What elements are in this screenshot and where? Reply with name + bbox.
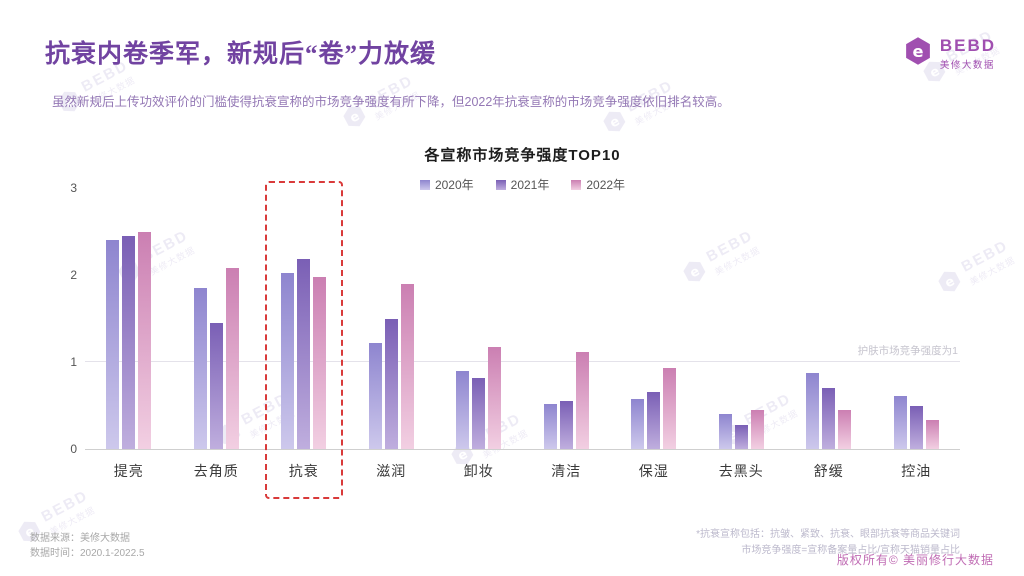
svg-text:e: e bbox=[607, 113, 622, 130]
copyright: 版权所有© 美丽修行大数据 bbox=[836, 553, 994, 567]
bar-2020年-滋润 bbox=[368, 342, 382, 449]
bar-group-抗衰 bbox=[260, 181, 348, 499]
bar-groups bbox=[85, 181, 961, 499]
legend-swatch bbox=[419, 179, 430, 190]
x-axis-label-控油: 控油 bbox=[901, 463, 932, 479]
footnote-line: 市场竞争强度=宣称备案量占比/宣称天猫销量占比 bbox=[741, 544, 960, 556]
bar-2021年-去黑头 bbox=[734, 424, 748, 449]
data-period: 数据时间：2020.1-2022.5 bbox=[30, 548, 145, 559]
bar-group-保湿 bbox=[610, 188, 698, 449]
bar-2021年-去角质 bbox=[209, 322, 223, 449]
bebd-hexagon-icon: e bbox=[903, 36, 933, 71]
reference-line-label: 护肤市场竞争强度为1 bbox=[857, 345, 958, 358]
x-axis-labels: 提亮 去角质 抗衰 滋润 卸妆 清洁 保湿 去黑头 舒缓 控油 bbox=[85, 461, 960, 481]
legend-item-2022年: 2022年 bbox=[571, 176, 625, 193]
legend-item-2020年: 2020年 bbox=[419, 176, 474, 193]
x-axis-label-去黑头: 去黑头 bbox=[718, 463, 764, 479]
bar-2021年-舒缓 bbox=[822, 388, 836, 449]
bebd-logo: e BEBD 美修大数据 bbox=[903, 36, 996, 71]
legend-item-2021年: 2021年 bbox=[495, 176, 550, 193]
bar-2020年-保湿 bbox=[631, 399, 645, 449]
y-axis-tick-label: 0 bbox=[70, 442, 77, 456]
bar-2022年-提亮 bbox=[138, 231, 152, 449]
bar-2020年-卸妆 bbox=[456, 370, 470, 449]
bar-2020年-清洁 bbox=[543, 403, 557, 449]
footnote-line: *抗衰宣称包括：抗皱、紧致、抗衰、眼部抗衰等商品关键词 bbox=[696, 529, 960, 540]
bar-2022年-去黑头 bbox=[750, 409, 764, 449]
bar-2020年-舒缓 bbox=[806, 373, 820, 449]
bar-2021年-滋润 bbox=[384, 318, 398, 449]
legend-label: 2021年 bbox=[510, 178, 550, 192]
chart-footnotes: *抗衰宣称包括：抗皱、紧致、抗衰、眼部抗衰等商品关键词市场竞争强度=宣称备案量占… bbox=[696, 527, 960, 558]
bebd-logo-text-block: BEBD 美修大数据 bbox=[940, 37, 996, 71]
chart-legend: 2020年 2021年 2022年 bbox=[85, 176, 960, 193]
y-axis-tick-label: 2 bbox=[70, 268, 77, 282]
bar-2022年-控油 bbox=[925, 420, 939, 449]
watermark-subtext: 美修大数据 bbox=[968, 254, 1017, 288]
bar-2022年-保湿 bbox=[663, 368, 677, 449]
bar-2020年-提亮 bbox=[106, 240, 120, 449]
data-source: 数据来源：美修大数据 bbox=[30, 533, 130, 544]
bar-2020年-去角质 bbox=[193, 288, 207, 449]
bar-2022年-卸妆 bbox=[488, 347, 502, 449]
x-axis-label-滋润: 滋润 bbox=[376, 463, 407, 479]
bar-2022年-舒缓 bbox=[838, 409, 852, 449]
page-title: 抗衰内卷季军，新规后“卷”力放缓 bbox=[45, 41, 437, 68]
bar-2021年-提亮 bbox=[122, 235, 136, 449]
bar-group-提亮 bbox=[85, 188, 173, 449]
bar-group-去角质 bbox=[173, 188, 261, 449]
bar-group-卸妆 bbox=[435, 188, 523, 449]
svg-text:e: e bbox=[912, 42, 923, 61]
bar-2022年-滋润 bbox=[400, 283, 414, 449]
bar-2022年-去角质 bbox=[225, 268, 239, 449]
bar-group-滋润 bbox=[348, 188, 436, 449]
y-axis-tick-label: 1 bbox=[70, 355, 77, 369]
bar-2021年-抗衰 bbox=[297, 259, 311, 449]
x-axis-label-卸妆: 卸妆 bbox=[463, 463, 494, 479]
chart-plot-area: 0 1 2 3 护肤市场竞争强度为1 bbox=[70, 181, 961, 499]
x-axis-label-提亮: 提亮 bbox=[113, 463, 144, 479]
legend-swatch bbox=[571, 179, 582, 190]
bar-2020年-控油 bbox=[893, 395, 907, 449]
highlight-box bbox=[264, 181, 343, 499]
x-axis-label-清洁: 清洁 bbox=[551, 463, 582, 479]
x-axis-label-舒缓: 舒缓 bbox=[813, 463, 844, 479]
bar-group-去黑头 bbox=[698, 188, 786, 449]
legend-swatch bbox=[495, 179, 506, 190]
bar-2021年-控油 bbox=[909, 405, 923, 449]
bar-group-控油 bbox=[873, 188, 961, 449]
legend-label: 2020年 bbox=[434, 178, 474, 192]
x-axis-label-去角质: 去角质 bbox=[193, 463, 239, 479]
bar-2020年-抗衰 bbox=[281, 273, 295, 449]
bar-2021年-清洁 bbox=[559, 401, 573, 449]
bar-2022年-抗衰 bbox=[313, 276, 327, 449]
data-source-block: 数据来源：美修大数据 数据时间：2020.1-2022.5 bbox=[30, 531, 145, 561]
bar-group-舒缓 bbox=[785, 188, 873, 449]
bebd-logo-text: BEBD bbox=[939, 35, 996, 55]
chart-title: 各宣称市场竞争强度TOP10 bbox=[424, 147, 621, 164]
bar-2022年-清洁 bbox=[575, 351, 589, 449]
bar-2021年-卸妆 bbox=[472, 377, 486, 449]
watermark-text: BEBD bbox=[38, 486, 92, 526]
x-axis-label-抗衰: 抗衰 bbox=[288, 463, 319, 479]
x-axis-label-保湿: 保湿 bbox=[638, 463, 669, 479]
bar-group-清洁 bbox=[523, 188, 611, 449]
bar-2020年-去黑头 bbox=[718, 414, 732, 449]
legend-label: 2022年 bbox=[586, 178, 626, 192]
watermark-text: BEBD bbox=[958, 236, 1012, 276]
page-subtitle: 虽然新规后上传功效评价的门槛使得抗衰宣称的市场竞争强度有所下降，但2022年抗衰… bbox=[52, 95, 730, 109]
reference-line bbox=[85, 361, 960, 362]
y-axis-tick-label: 3 bbox=[70, 181, 77, 195]
bar-2021年-保湿 bbox=[647, 392, 661, 449]
bebd-logo-subtext: 美修大数据 bbox=[939, 59, 995, 71]
